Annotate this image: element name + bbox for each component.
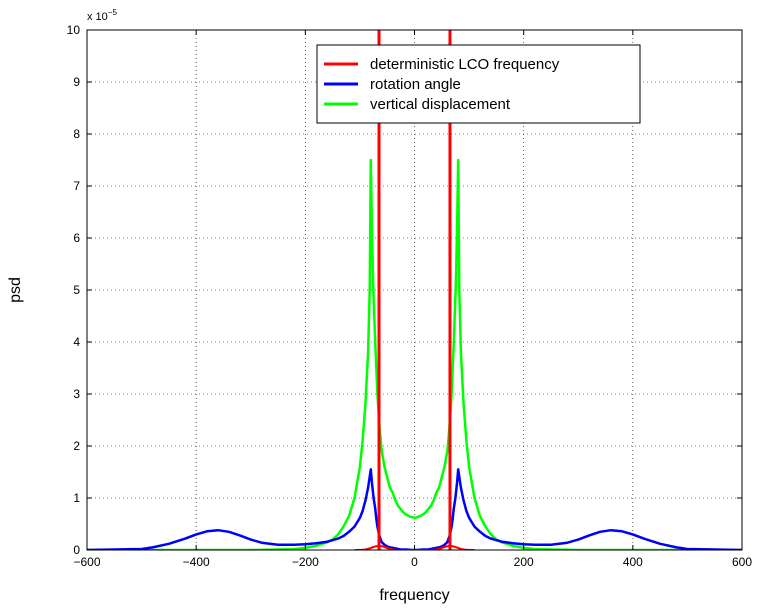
axis-ticks: −600 −400 −200 0 200 400 600 0 1 2 3 4 5 6 7 8 9 10	[67, 23, 753, 569]
legend: deterministic LCO frequency rotation angl…	[316, 44, 641, 124]
y-tick-label: 9	[73, 75, 80, 89]
y-multiplier-base: x 10	[87, 11, 108, 23]
legend-label-rotation-angle: rotation angle	[370, 76, 461, 93]
y-tick-label: 0	[73, 543, 80, 557]
y-tick-label: 3	[73, 387, 80, 401]
y-tick-label: 5	[73, 283, 80, 297]
y-axis-label: psd	[7, 277, 24, 303]
x-tick-label: 600	[732, 555, 752, 569]
y-tick-label: 6	[73, 231, 80, 245]
rotation-angle-series	[87, 468, 742, 550]
y-tick-label: 2	[73, 439, 80, 453]
vertical-displacement-series	[87, 158, 742, 550]
x-tick-label: −200	[292, 555, 319, 569]
y-multiplier-label: x 10−5	[87, 8, 117, 23]
x-tick-label: −400	[183, 555, 210, 569]
x-tick-label: 200	[514, 555, 534, 569]
y-tick-label: 1	[73, 491, 80, 505]
y-tick-label: 10	[67, 23, 81, 37]
grid-lines	[87, 30, 742, 550]
x-tick-label: −600	[73, 555, 100, 569]
legend-label-vertical-displacement: vertical displacement	[370, 96, 511, 113]
legend-label-deterministic-lco-frequency: deterministic LCO frequency	[370, 56, 560, 73]
deterministic-lco-frequency-series	[354, 544, 475, 550]
x-axis-label: frequency	[379, 587, 449, 604]
x-tick-label: 0	[411, 555, 418, 569]
y-tick-label: 7	[73, 179, 80, 193]
y-tick-label: 4	[73, 335, 80, 349]
y-multiplier-exponent: −5	[108, 8, 118, 17]
x-tick-label: 400	[623, 555, 643, 569]
y-tick-label: 8	[73, 127, 80, 141]
legend-box	[316, 44, 641, 124]
